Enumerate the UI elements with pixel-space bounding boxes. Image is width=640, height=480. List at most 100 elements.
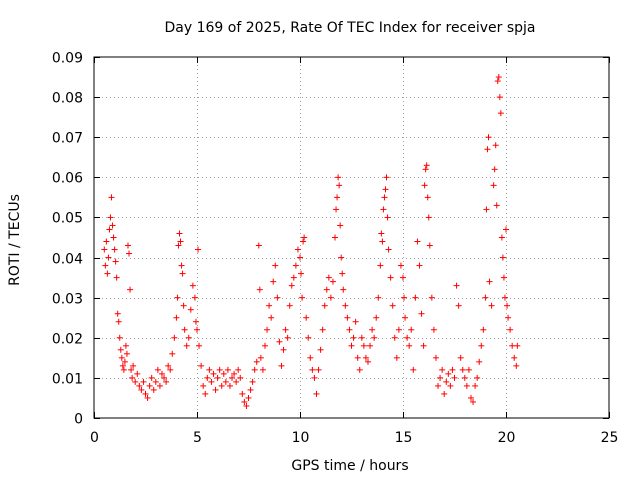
data-point — [344, 314, 351, 321]
data-point — [297, 254, 303, 261]
data-point — [274, 294, 281, 301]
data-point — [174, 294, 181, 301]
data-point — [202, 390, 209, 397]
x-tick-label: 20 — [498, 430, 516, 446]
data-point — [358, 334, 365, 341]
data-point — [171, 334, 178, 341]
data-point — [116, 334, 123, 341]
data-point — [220, 370, 227, 377]
data-point — [410, 366, 417, 373]
data-point — [303, 314, 310, 321]
data-point — [505, 314, 512, 321]
data-point — [163, 378, 170, 385]
data-point — [317, 346, 324, 353]
data-point — [335, 174, 342, 181]
data-point — [467, 394, 474, 401]
data-point — [235, 366, 242, 373]
data-point — [257, 354, 264, 361]
data-point — [255, 242, 262, 249]
data-point — [423, 162, 430, 169]
data-point — [309, 366, 316, 373]
data-point — [495, 74, 502, 81]
data-point — [387, 274, 394, 281]
data-point — [253, 358, 260, 365]
data-point — [128, 366, 135, 373]
data-point — [332, 234, 339, 241]
data-point — [270, 278, 277, 285]
data-point — [459, 366, 466, 373]
data-point — [461, 374, 468, 381]
data-point — [307, 354, 314, 361]
data-point — [382, 186, 389, 193]
data-point — [112, 258, 119, 265]
data-point — [485, 134, 492, 141]
data-point — [421, 182, 428, 189]
data-point — [483, 206, 490, 213]
data-point — [497, 110, 504, 117]
data-point — [177, 238, 184, 245]
data-point — [416, 262, 423, 269]
data-point — [420, 342, 427, 349]
data-point — [169, 350, 176, 357]
data-point — [457, 354, 464, 361]
data-point — [391, 334, 398, 341]
data-point — [352, 318, 359, 325]
data-point — [214, 374, 221, 381]
data-point — [124, 242, 131, 249]
data-point — [369, 326, 376, 333]
data-point — [144, 394, 151, 401]
data-point — [122, 342, 129, 349]
data-point — [350, 334, 357, 341]
data-point — [400, 274, 406, 281]
data-point — [426, 242, 433, 249]
data-point — [336, 182, 343, 189]
data-point — [422, 166, 429, 173]
data-point — [272, 262, 279, 269]
data-point — [395, 326, 402, 333]
data-point — [362, 354, 369, 361]
data-point — [115, 318, 122, 325]
data-point — [299, 294, 306, 301]
y-tick-label: 0.02 — [52, 332, 83, 348]
data-point — [178, 262, 185, 269]
data-point — [224, 366, 231, 373]
data-point — [338, 254, 345, 261]
data-point — [192, 318, 199, 325]
y-tick-label: 0.08 — [52, 91, 83, 107]
data-point — [490, 182, 497, 189]
data-point — [449, 366, 456, 373]
data-point — [301, 234, 308, 241]
y-tick-label: 0.06 — [52, 171, 83, 187]
y-tick-label: 0.04 — [52, 252, 83, 268]
data-point — [280, 346, 287, 353]
data-point — [156, 382, 163, 389]
data-point — [463, 382, 470, 389]
data-point — [380, 206, 387, 213]
data-point — [367, 342, 374, 349]
data-point — [266, 302, 273, 309]
data-point — [261, 342, 268, 349]
data-point — [138, 386, 145, 393]
data-point — [494, 78, 501, 85]
data-point — [375, 294, 382, 301]
data-point — [406, 342, 413, 349]
data-point — [132, 378, 139, 385]
data-point — [247, 386, 254, 393]
data-point — [393, 354, 400, 361]
data-point — [264, 326, 271, 333]
data-point — [412, 294, 419, 301]
data-point — [179, 270, 186, 277]
data-point — [249, 378, 256, 385]
grid-lines — [94, 57, 609, 418]
data-point — [430, 326, 437, 333]
y-tick-label: 0.01 — [52, 372, 83, 388]
data-point — [373, 314, 380, 321]
data-point — [340, 286, 347, 293]
data-point — [288, 282, 295, 289]
data-point — [284, 334, 291, 341]
data-point — [381, 194, 388, 201]
data-point — [383, 174, 390, 181]
data-point — [437, 374, 444, 381]
data-point — [204, 374, 211, 381]
data-point — [478, 342, 485, 349]
